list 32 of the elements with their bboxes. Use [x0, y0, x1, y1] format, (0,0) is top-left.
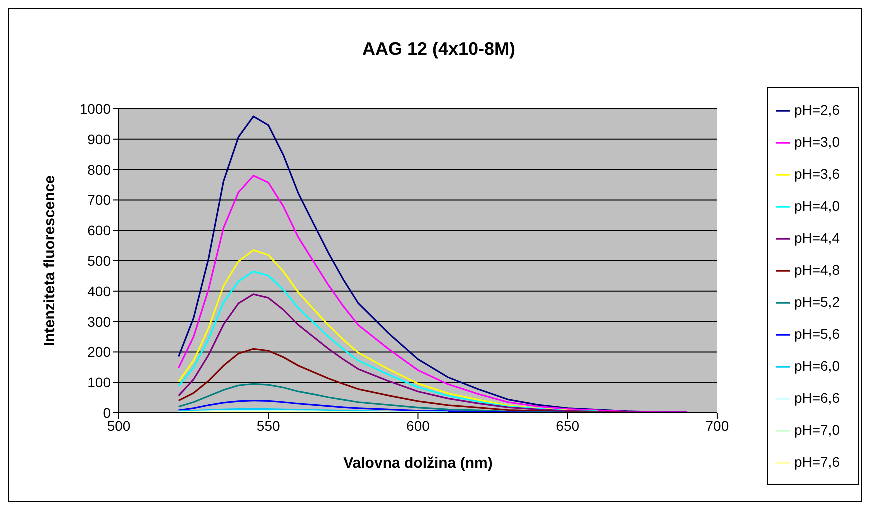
y-tick-label: 400	[88, 283, 112, 300]
y-tick-label: 300	[88, 314, 112, 330]
line-series	[178, 400, 569, 413]
y-tick-label: 600	[88, 222, 112, 239]
legend-label: pH=4,8	[794, 262, 840, 278]
legend-label: pH=4,4	[794, 230, 840, 246]
legend-label: pH=6,6	[794, 390, 840, 406]
y-tick-label: 500	[88, 252, 112, 269]
y-tick-label: 1000	[80, 100, 112, 117]
legend-label: pH=5,6	[794, 326, 840, 342]
legend-label: pH=5,2	[794, 294, 840, 310]
x-axis-title: Valovna dolžina (nm)	[344, 455, 493, 472]
y-tick-label: 900	[88, 131, 112, 148]
legend-label: pH=2,6	[794, 102, 840, 118]
legend-label: pH=7,0	[794, 422, 840, 438]
y-tick-label: 200	[88, 344, 112, 360]
x-tick-label: 600	[406, 418, 430, 434]
y-tick-label: 100	[88, 374, 112, 391]
chart-title: AAG 12 (4x10-8M)	[361, 39, 517, 60]
y-tick-label: 800	[88, 162, 112, 178]
line-series	[178, 175, 688, 413]
line-series	[178, 383, 688, 413]
x-tick-label: 550	[256, 418, 281, 434]
x-tick-label: 650	[556, 418, 580, 434]
legend-label: pH=6,0	[794, 358, 840, 374]
x-tick-label: 700	[706, 418, 730, 434]
legend-label: pH=7,6	[794, 454, 840, 470]
y-axis-title: Intenziteta fluorescence	[41, 176, 58, 346]
y-tick-label: 700	[88, 192, 112, 208]
legend-label: pH=3,0	[794, 134, 840, 150]
legend-label: pH=4,0	[794, 198, 840, 214]
legend-label: pH=3,6	[794, 166, 840, 182]
